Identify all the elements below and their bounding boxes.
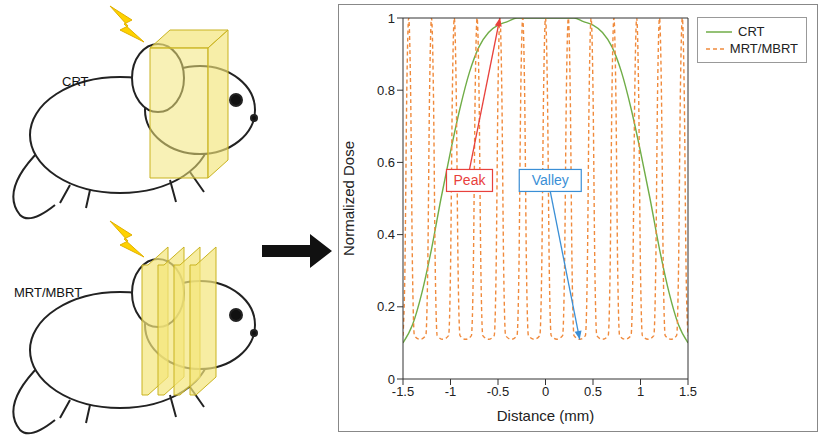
svg-text:0.6: 0.6 xyxy=(377,155,395,170)
svg-text:0.2: 0.2 xyxy=(377,299,395,314)
svg-text:0.8: 0.8 xyxy=(377,83,395,98)
svg-text:Valley: Valley xyxy=(532,172,569,188)
svg-text:Normalized Dose: Normalized Dose xyxy=(340,141,357,256)
html-text:CRT: CRT xyxy=(738,24,765,39)
svg-text:1.5: 1.5 xyxy=(679,384,697,399)
html-text:MRT/MBRT: MRT/MBRT xyxy=(729,41,798,56)
svg-text:CRT: CRT xyxy=(62,74,89,89)
svg-text:-0.5: -0.5 xyxy=(487,384,509,399)
svg-text:Peak: Peak xyxy=(454,172,487,188)
svg-text:1: 1 xyxy=(388,11,395,26)
svg-text:0: 0 xyxy=(388,372,395,387)
svg-text:-1.5: -1.5 xyxy=(392,384,414,399)
svg-text:-1: -1 xyxy=(445,384,457,399)
svg-text:0: 0 xyxy=(542,384,549,399)
svg-text:Distance (mm): Distance (mm) xyxy=(497,407,595,424)
svg-text:MRT/MBRT: MRT/MBRT xyxy=(14,285,82,300)
svg-text:0.4: 0.4 xyxy=(377,227,395,242)
svg-text:1: 1 xyxy=(637,384,644,399)
svg-text:0.5: 0.5 xyxy=(584,384,602,399)
